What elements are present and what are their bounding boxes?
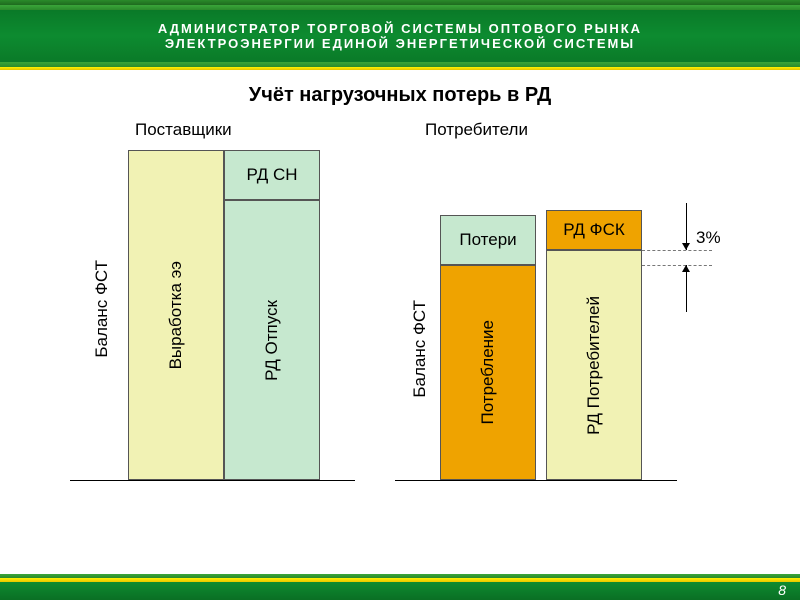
bar-label: РД ФСК [563, 220, 625, 240]
chart-title: Учёт нагрузочных потерь в РД [0, 84, 800, 107]
group-label-consumers: Потребители [425, 120, 528, 140]
bar-label: РД Потребителей [584, 296, 604, 435]
bar-label: Потери [459, 230, 516, 250]
bracket-arrow-bottom [686, 265, 687, 312]
dash-line [642, 250, 712, 251]
group-label-suppliers: Поставщики [135, 120, 232, 140]
header-title-band: АДМИНИСТРАТОР ТОРГОВОЙ СИСТЕМЫ ОПТОВОГО … [0, 10, 800, 62]
chart-area: Поставщики Потребители Баланс ФСТ Баланс… [0, 110, 800, 540]
bar-supplier-generation: Выработка ээ [128, 150, 224, 480]
bar-label: РД СН [247, 165, 298, 185]
dash-line [642, 265, 712, 266]
bar-consumer-rd-fsk: РД ФСК [546, 210, 642, 250]
header-line2: ЭЛЕКТРОЭНЕРГИИ ЕДИНОЙ ЭНЕРГЕТИЧЕСКОЙ СИС… [165, 36, 635, 51]
header-line1: АДМИНИСТРАТОР ТОРГОВОЙ СИСТЕМЫ ОПТОВОГО … [158, 21, 642, 36]
slide-footer: 8 [0, 574, 800, 600]
slide-header: АДМИНИСТРАТОР ТОРГОВОЙ СИСТЕМЫ ОПТОВОГО … [0, 0, 800, 70]
bar-consumer-consumption: Потребление [440, 265, 536, 480]
bar-label: Потребление [478, 320, 498, 425]
footer-band: 8 [0, 582, 800, 600]
bracket-arrow-top [686, 203, 687, 250]
bar-label: РД Отпуск [262, 300, 282, 381]
axis-label-consumers: Баланс ФСТ [410, 300, 430, 398]
axis-label-suppliers: Баланс ФСТ [92, 260, 112, 358]
bar-supplier-rd-sn: РД СН [224, 150, 320, 200]
bar-supplier-rd-otpusk: РД Отпуск [224, 200, 320, 480]
baseline-consumers [395, 480, 677, 481]
baseline-suppliers [70, 480, 355, 481]
header-accent-stripe [0, 67, 800, 70]
bar-label: Выработка ээ [166, 261, 186, 369]
page-number: 8 [778, 582, 786, 598]
three-percent-label: 3% [696, 228, 721, 248]
bar-consumer-losses: Потери [440, 215, 536, 265]
bar-consumer-rd-consumers: РД Потребителей [546, 250, 642, 480]
